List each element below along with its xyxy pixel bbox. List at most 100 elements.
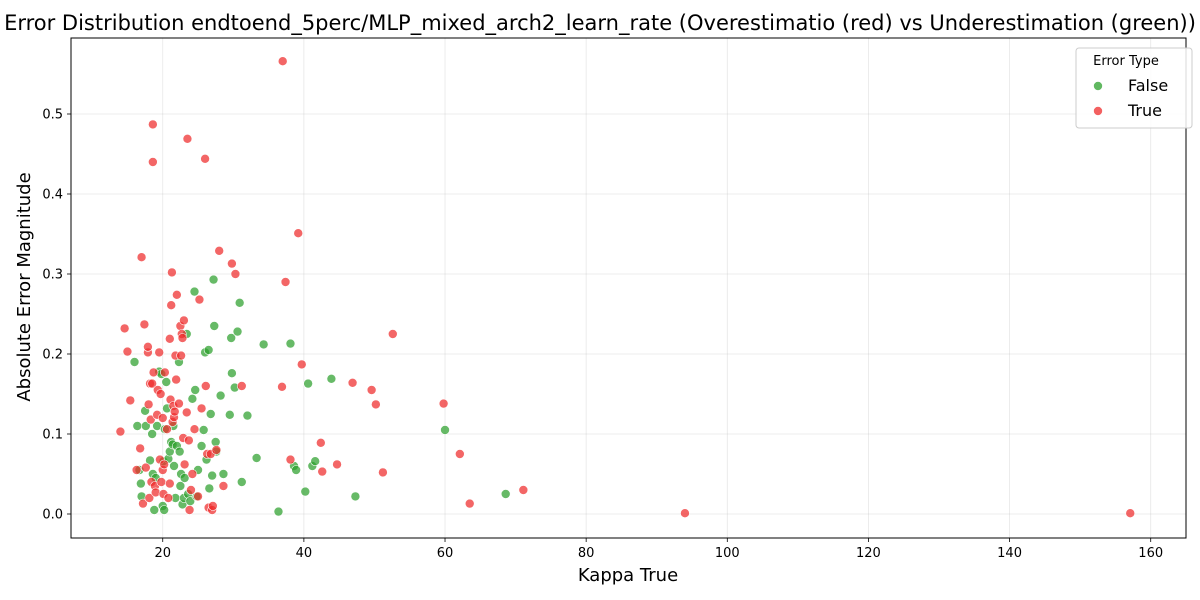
data-point-true (157, 413, 168, 423)
data-point-true (155, 389, 166, 399)
data-point-true (208, 501, 218, 511)
data-point-true (332, 459, 342, 470)
data-point-true (163, 493, 174, 503)
data-point-true (186, 485, 196, 495)
data-point-true (138, 498, 148, 509)
data-point-true (200, 154, 210, 164)
data-point-true (347, 377, 358, 388)
data-point-false (227, 368, 237, 379)
y-tick-label: 0.2 (42, 348, 63, 363)
data-point-false (218, 469, 229, 479)
series-true (115, 56, 1136, 519)
x-tick-label: 140 (997, 546, 1022, 561)
data-point-true (135, 443, 145, 454)
legend-frame (1075, 47, 1193, 129)
data-point-true (277, 56, 288, 67)
data-point-true (169, 406, 180, 417)
data-point-true (280, 277, 291, 287)
series-false (129, 274, 511, 517)
data-point-false (291, 465, 301, 475)
data-point-true (148, 367, 159, 378)
data-point-true (143, 399, 154, 410)
data-point-true (438, 398, 449, 409)
y-axis-ticks: 0.0 0.1 0.2 0.3 0.4 0.5 (42, 108, 71, 523)
data-point-true (189, 424, 200, 435)
data-point-true (181, 407, 192, 418)
data-point-false (500, 489, 511, 499)
data-point-true (148, 119, 158, 130)
data-point-true (680, 508, 690, 519)
data-point-true (227, 258, 237, 269)
data-point-true (196, 403, 207, 414)
data-point-true (187, 469, 198, 479)
y-tick-label: 0.3 (42, 268, 63, 283)
data-point-false (326, 373, 337, 384)
data-point-true (179, 315, 189, 326)
data-point-true (167, 267, 177, 278)
data-point-false (273, 506, 284, 517)
data-point-true (194, 294, 205, 305)
y-axis-title: Absolute Error Magnitude (14, 172, 35, 401)
data-point-true (316, 437, 326, 448)
legend-title: Error Type (1093, 54, 1159, 69)
data-point-false (187, 393, 198, 404)
data-point-false (310, 456, 320, 467)
data-point-false (203, 345, 214, 355)
data-point-false (132, 421, 143, 431)
data-point-false (198, 425, 209, 435)
data-point-true (387, 329, 398, 339)
data-point-false (215, 390, 226, 401)
data-point-false (258, 339, 269, 350)
data-point-false (242, 410, 253, 421)
data-point-false (149, 505, 160, 515)
legend-label-true: True (1127, 101, 1162, 120)
x-tick-label: 100 (715, 546, 740, 561)
data-point-true (145, 414, 156, 425)
data-point-true (378, 467, 388, 478)
data-point-false (232, 326, 243, 337)
data-point-false (169, 461, 179, 471)
data-point-false (224, 409, 235, 420)
data-point-true (160, 367, 170, 378)
data-point-true (184, 435, 194, 446)
data-points (115, 56, 1136, 519)
data-point-false (234, 297, 245, 308)
data-point-true (218, 481, 229, 491)
data-point-true (164, 333, 175, 344)
data-point-true (172, 289, 182, 300)
data-point-true (166, 300, 177, 311)
data-point-true (148, 157, 158, 167)
data-point-false (179, 473, 190, 483)
data-point-true (179, 459, 190, 470)
data-point-true (115, 426, 126, 437)
data-point-true (139, 319, 150, 330)
data-point-false (145, 455, 155, 466)
data-point-true (184, 505, 195, 515)
data-point-false (285, 338, 296, 349)
legend-marker-true (1093, 106, 1103, 116)
data-point-true (131, 465, 142, 475)
data-point-true (150, 487, 161, 498)
data-point-false (175, 481, 186, 491)
data-point-false (190, 385, 201, 395)
data-point-false (300, 486, 311, 497)
data-point-false (226, 333, 236, 343)
data-point-true (236, 381, 247, 391)
data-point-true (143, 341, 153, 352)
data-point-true (211, 445, 222, 455)
data-point-true (154, 347, 165, 358)
data-point-true (136, 252, 147, 263)
chart-title: Error Distribution endtoend_5perc/MLP_mi… (4, 11, 1196, 36)
legend-marker-false (1093, 81, 1103, 91)
data-point-true (171, 374, 181, 385)
y-tick-label: 0.0 (42, 508, 63, 523)
data-point-false (141, 421, 151, 431)
data-point-true (366, 385, 377, 395)
data-point-true (371, 399, 381, 410)
data-point-true (285, 454, 296, 465)
data-point-true (317, 466, 328, 477)
data-point-false (205, 409, 216, 419)
data-point-true (293, 228, 304, 238)
y-tick-label: 0.5 (42, 108, 63, 123)
